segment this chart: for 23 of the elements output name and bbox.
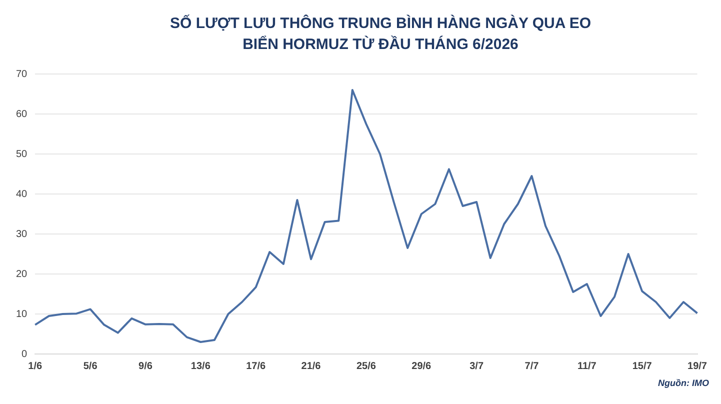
- y-tick-label: 10: [16, 308, 28, 320]
- y-tick-label: 40: [16, 188, 28, 200]
- x-tick-label: 11/7: [577, 360, 597, 372]
- x-tick-label: 25/6: [356, 360, 376, 372]
- x-tick-label: 7/7: [524, 360, 540, 372]
- y-tick-label: 0: [22, 348, 28, 360]
- x-tick-label: 5/6: [83, 360, 98, 372]
- x-tick-label: 21/6: [301, 360, 322, 372]
- x-tick-label: 29/6: [412, 360, 432, 372]
- y-tick-label: 20: [16, 268, 28, 280]
- x-tick-label: 9/6: [138, 360, 153, 372]
- y-tick-label: 50: [16, 148, 28, 160]
- x-tick-label: 19/7: [688, 360, 708, 372]
- chart-title: SỐ LƯỢT LƯU THÔNG TRUNG BÌNH HÀNG NGÀY QUA EO BIỂN HORMUZ TỪ ĐẦU THÁNG 6/2026: [168, 14, 592, 55]
- x-tick-label: 15/7: [632, 360, 652, 372]
- x-tick-label: 1/6: [28, 360, 43, 372]
- text: Nguồn: IMO: [657, 378, 710, 388]
- y-tick-label: 30: [16, 228, 28, 240]
- x-tick-label: 17/6: [246, 360, 266, 372]
- y-tick-label: 60: [16, 108, 28, 120]
- x-tick-label: 3/7: [470, 360, 484, 372]
- y-tick-label: 70: [16, 68, 28, 80]
- x-tick-label: 13/6: [190, 360, 211, 372]
